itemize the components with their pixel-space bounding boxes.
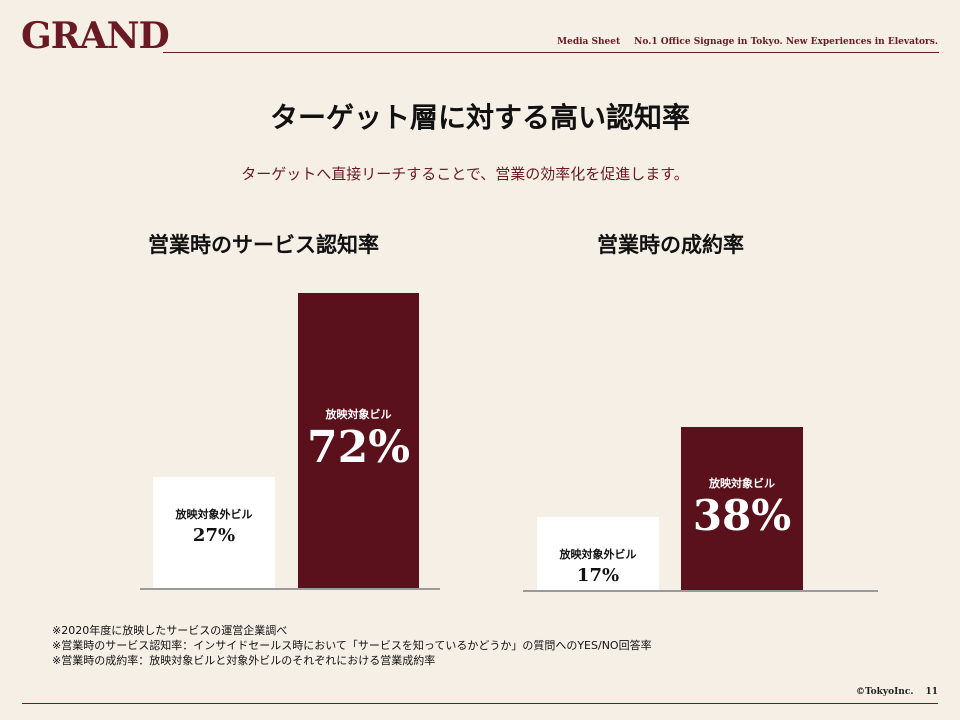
bar-non-target: 放映対象外ビル 17% — [537, 517, 659, 590]
bar-value-label: 17% — [576, 565, 620, 586]
header-tagline: No.1 Office Signage in Tokyo. New Experi… — [634, 37, 938, 47]
page-number: 11 — [925, 687, 938, 697]
bar-category-label: 放映対象外ビル — [175, 508, 253, 521]
chart-awareness-baseline — [140, 588, 440, 590]
bar-value-label: 72% — [306, 422, 411, 473]
media-sheet-label: Media Sheet — [557, 37, 621, 47]
bar-category-label: 放映対象外ビル — [559, 548, 637, 561]
page-title: ターゲット層に対する高い認知率 — [269, 101, 690, 134]
chart-title-conversion: 営業時の成約率 — [597, 233, 744, 257]
chart-conversion-baseline — [523, 590, 878, 592]
bar-target: 放映対象ビル 72% — [298, 293, 419, 588]
bar-category-label: 放映対象ビル — [325, 408, 392, 421]
page-subtitle: ターゲットへ直接リーチすることで、営業の効率化を促進します。 — [241, 165, 689, 183]
bar-non-target: 放映対象外ビル 27% — [153, 477, 275, 588]
footnote: ※営業時のサービス認知率：インサイドセールス時において「サービスを知っているかど… — [52, 639, 652, 652]
footnote: ※2020年度に放映したサービスの運営企業調べ — [52, 624, 288, 637]
header-meta: Media Sheet No.1 Office Signage in Tokyo.… — [557, 37, 938, 47]
bar-value-label: 27% — [192, 525, 236, 546]
footer-meta: ©TokyoInc. 11 — [856, 687, 938, 697]
footer-divider — [22, 703, 938, 704]
bar-value-label: 38% — [692, 491, 792, 540]
footnote: ※営業時の成約率：放映対象ビルと対象外ビルのそれぞれにおける営業成約率 — [52, 654, 436, 667]
header-divider — [163, 52, 939, 53]
bar-category-label: 放映対象ビル — [709, 477, 775, 490]
copyright: ©TokyoInc. — [855, 687, 914, 697]
chart-title-awareness: 営業時のサービス認知率 — [148, 233, 379, 257]
brand-logo: GRAND — [21, 15, 170, 57]
bar-target: 放映対象ビル 38% — [681, 427, 803, 590]
footnotes: ※2020年度に放映したサービスの運営企業調べ ※営業時のサービス認知率：インサ… — [52, 623, 652, 668]
